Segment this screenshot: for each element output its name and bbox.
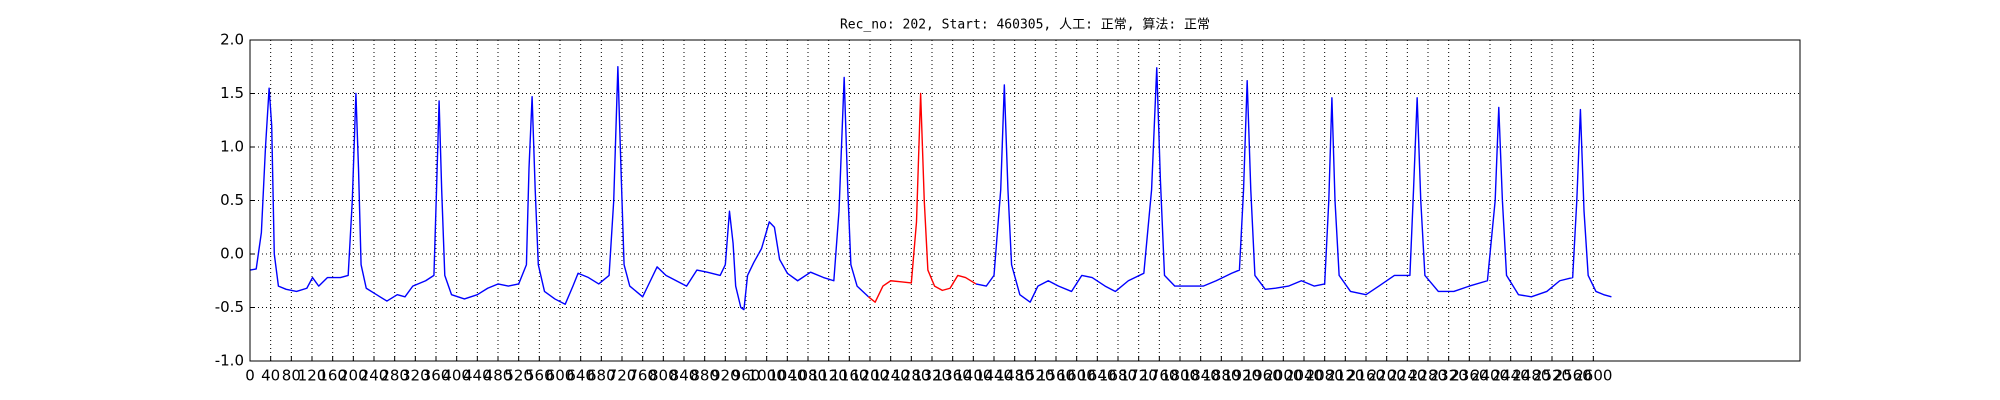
x-tick-label: 2280 (1409, 367, 1447, 385)
x-tick-label: 1680 (1099, 367, 1137, 385)
x-tick-label: 520 (504, 367, 533, 385)
x-tick-label: 160 (318, 367, 347, 385)
x-tick-label: 1200 (851, 367, 889, 385)
x-tick-label: 2240 (1388, 367, 1426, 385)
x-tick-label: 2040 (1285, 367, 1323, 385)
x-tick-label: 2600 (1574, 367, 1612, 385)
ecg-line (249, 66, 1612, 311)
x-tick-label: 2160 (1347, 367, 1385, 385)
x-tick-label: 1240 (872, 367, 910, 385)
x-tick-label: 1560 (1037, 367, 1075, 385)
x-tick-label: 0 (245, 367, 255, 385)
x-tick-label: 360 (422, 367, 451, 385)
x-tick-label: 1320 (913, 367, 951, 385)
x-tick-label: 1640 (1078, 367, 1116, 385)
x-tick-label: 400 (442, 367, 471, 385)
x-tick-label: 2560 (1554, 367, 1592, 385)
x-tick-label: 40 (261, 367, 280, 385)
y-tick-label: 1.0 (220, 138, 244, 156)
x-tick-label: 680 (587, 367, 616, 385)
x-tick-label: 2440 (1492, 367, 1530, 385)
x-tick-label: 1840 (1182, 367, 1220, 385)
x-tick-label: 200 (339, 367, 368, 385)
x-tick-label: 1720 (1120, 367, 1158, 385)
x-tick-label: 560 (525, 367, 554, 385)
x-tick-label: 2120 (1326, 367, 1364, 385)
x-tick-label: 760 (628, 367, 657, 385)
x-tick-label: 800 (649, 367, 678, 385)
chart-title: Rec_no: 202, Start: 460305, 人工: 正常, 算法: … (840, 18, 1210, 33)
x-tick-label: 80 (282, 367, 301, 385)
x-tick-label: 1160 (830, 367, 868, 385)
x-tick-label: 1520 (1016, 367, 1054, 385)
x-tick-label: 640 (566, 367, 595, 385)
x-tick-label: 2200 (1368, 367, 1406, 385)
x-tick-label: 2520 (1533, 367, 1571, 385)
x-tick-label: 320 (401, 367, 430, 385)
x-tick-label: 1000 (748, 367, 786, 385)
x-tick-label: 840 (670, 367, 699, 385)
x-tick-label: 240 (360, 367, 389, 385)
x-tick-label: 1760 (1140, 367, 1178, 385)
x-tick-label: 920 (711, 367, 740, 385)
x-tick-label: 440 (463, 367, 492, 385)
x-tick-label: 720 (608, 367, 637, 385)
x-tick-label: 1920 (1223, 367, 1261, 385)
x-tick-label: 1880 (1202, 367, 1240, 385)
x-tick-label: 2000 (1264, 367, 1302, 385)
y-tick-label: 1.5 (220, 84, 244, 102)
x-tick-label: 2480 (1512, 367, 1550, 385)
x-tick-label: 480 (484, 367, 513, 385)
ecg-line (868, 92, 977, 303)
x-tick-label: 1280 (892, 367, 930, 385)
x-tick-label: 1600 (1058, 367, 1096, 385)
x-tick-label: 1400 (954, 367, 992, 385)
x-tick-label: 2400 (1471, 367, 1509, 385)
x-tick-label: 1360 (934, 367, 972, 385)
x-tick-label: 880 (690, 367, 719, 385)
plot-frame (249, 39, 1801, 362)
x-tick-label: 1040 (768, 367, 806, 385)
x-tick-label: 120 (298, 367, 327, 385)
y-tick-label: 0.0 (220, 245, 244, 263)
y-tick-label: -0.5 (215, 298, 244, 316)
x-tick-label: 280 (380, 367, 409, 385)
x-tick-label: 1960 (1244, 367, 1282, 385)
x-tick-label: 1440 (975, 367, 1013, 385)
y-tick-label: 2.0 (220, 31, 244, 49)
y-tick-label: 0.5 (220, 191, 244, 209)
x-tick-label: 2360 (1450, 367, 1488, 385)
x-tick-label: 1120 (810, 367, 848, 385)
y-tick-label: -1.0 (215, 352, 244, 370)
x-tick-label: 2320 (1430, 367, 1468, 385)
x-tick-label: 1480 (996, 367, 1034, 385)
x-tick-label: 1080 (789, 367, 827, 385)
x-tick-label: 2080 (1306, 367, 1344, 385)
x-tick-label: 1800 (1161, 367, 1199, 385)
x-tick-label: 960 (732, 367, 761, 385)
x-tick-label: 600 (546, 367, 575, 385)
